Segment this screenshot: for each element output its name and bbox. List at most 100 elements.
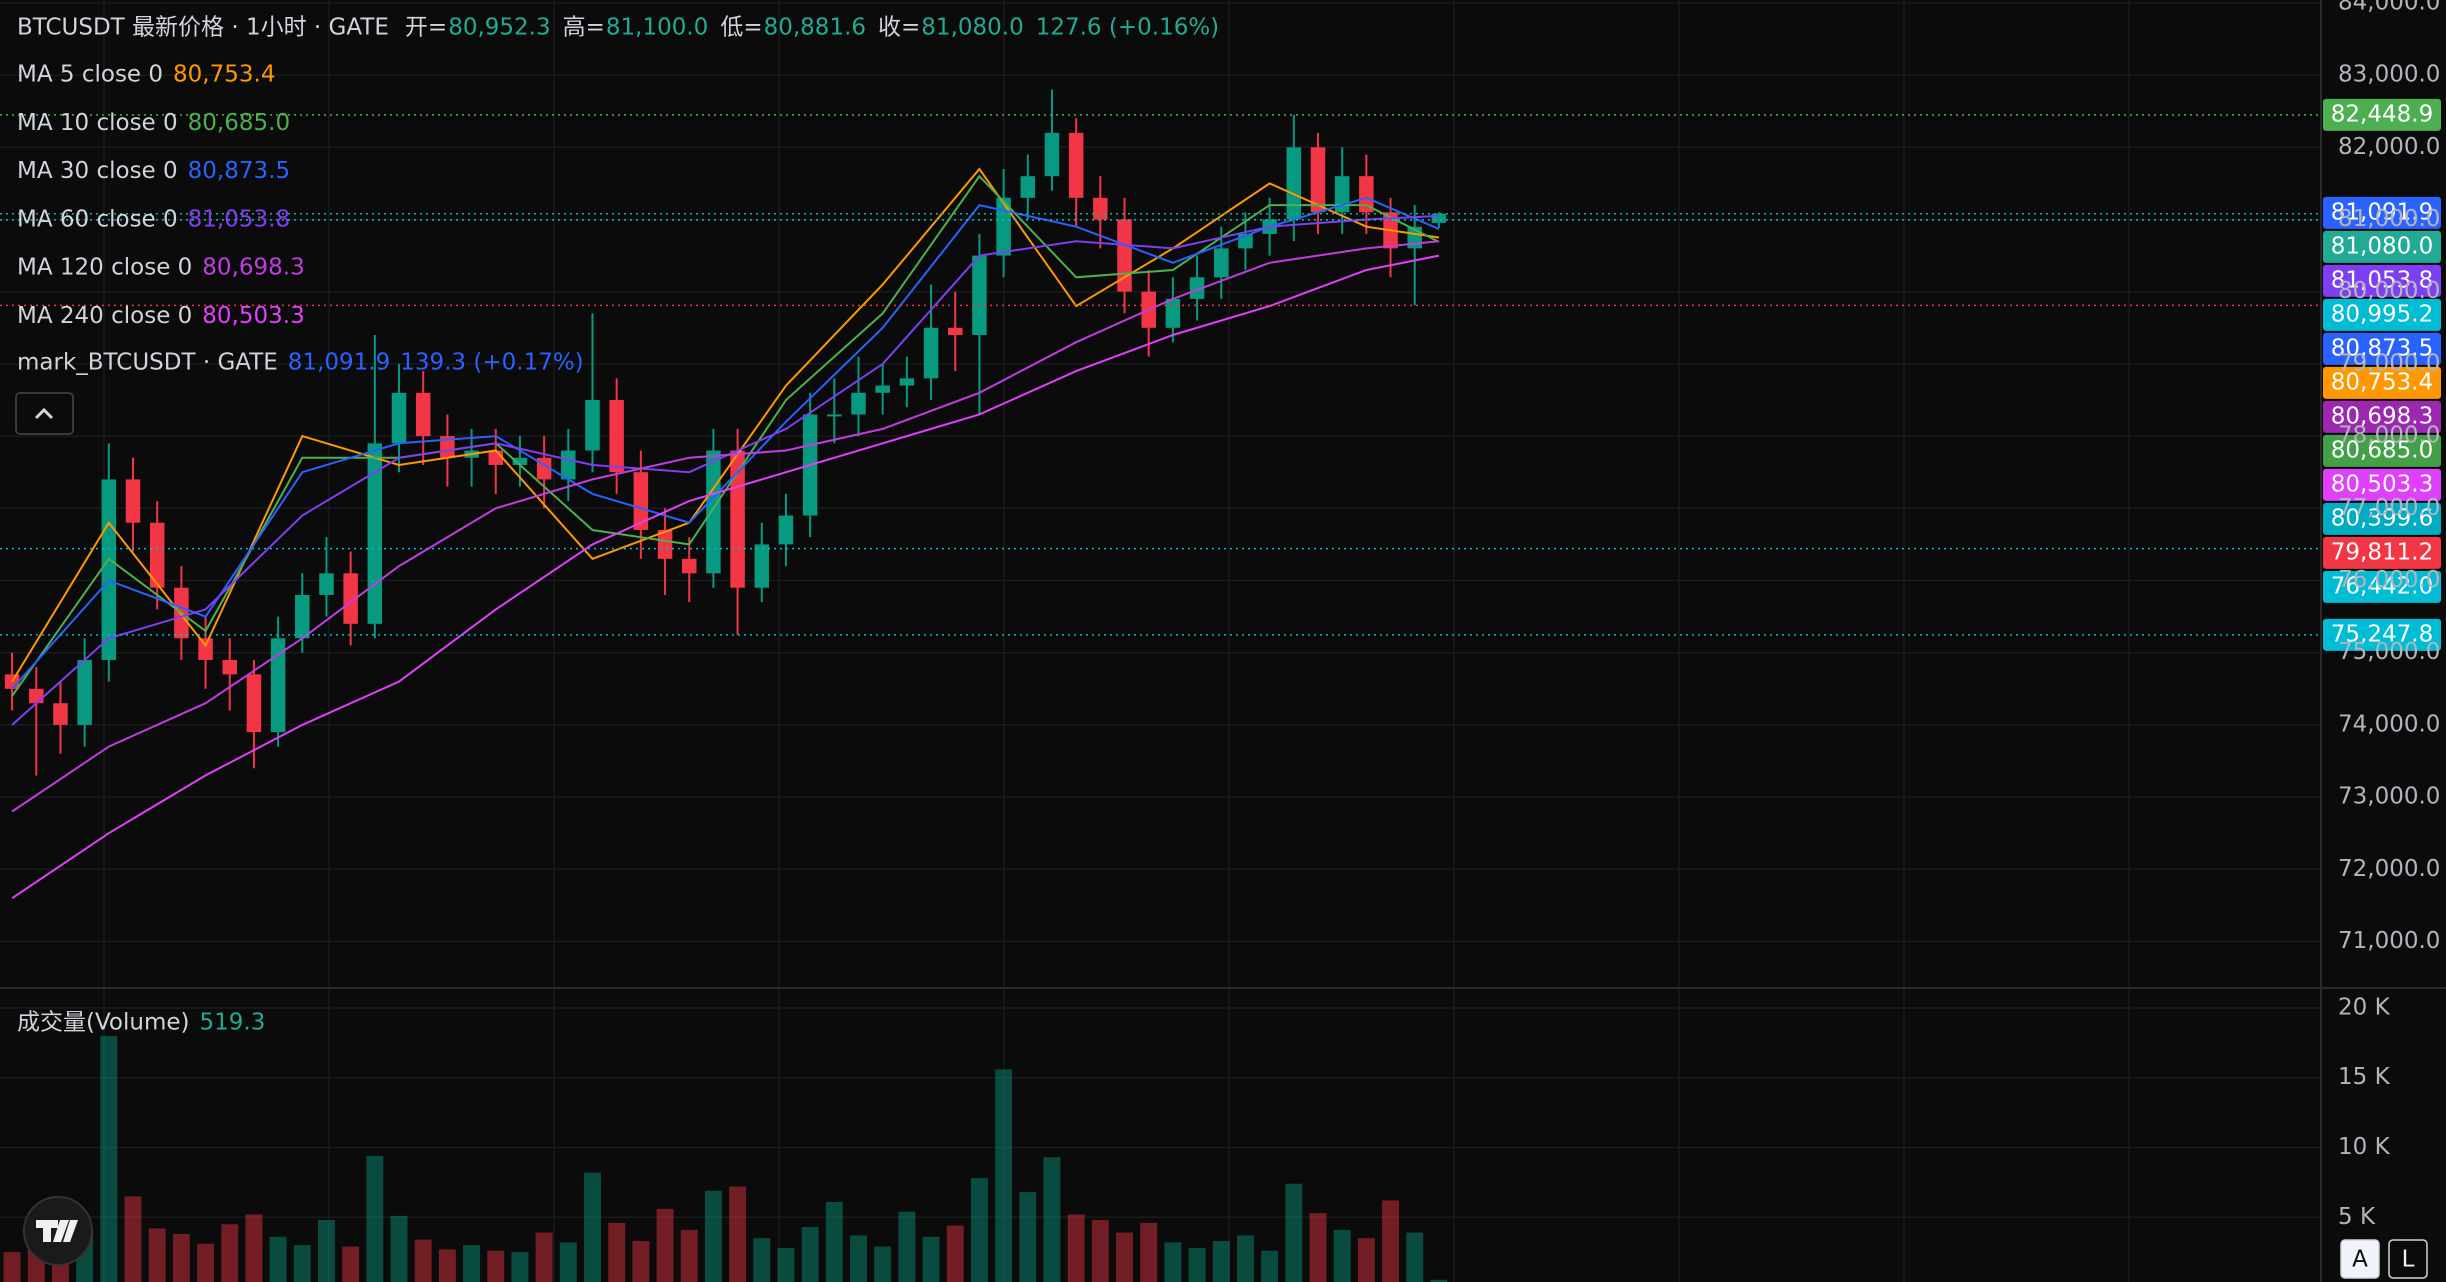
candle-body [706, 450, 721, 574]
volume-bar [1430, 1279, 1448, 1282]
collapse-button[interactable] [15, 392, 74, 435]
candle [1431, 212, 1447, 229]
candle-body [754, 544, 770, 588]
candle-body [246, 674, 262, 733]
volume-bar [753, 1238, 771, 1282]
volume-bar [342, 1246, 360, 1282]
candle-body [1431, 213, 1447, 223]
volume-bar [1188, 1247, 1206, 1282]
volume-value: 519.3 [200, 1010, 266, 1036]
candle-body [923, 327, 939, 379]
scale-button-frame[interactable] [2388, 1239, 2428, 1279]
candle-body [222, 659, 237, 675]
collapse-button-frame[interactable] [15, 392, 74, 435]
candle [270, 616, 286, 747]
volume-bar [172, 1234, 190, 1282]
candle-body [53, 703, 68, 725]
candle-body [149, 522, 165, 588]
candle-body [270, 638, 286, 733]
candle [53, 681, 68, 754]
y-tick-label: 82,000.0 [2338, 134, 2440, 160]
volume-bar [898, 1211, 916, 1282]
candle [1044, 89, 1060, 191]
candle [657, 508, 673, 595]
volume-bar [1091, 1220, 1109, 1282]
candle-body [1068, 132, 1084, 198]
volume-bar [970, 1178, 988, 1282]
volume-bar [414, 1239, 432, 1282]
candle [343, 551, 358, 646]
candle [972, 233, 987, 415]
volume-bar [124, 1196, 142, 1282]
legend: BTCUSDT 最新价格 · 1小时 · GATE 开= 80,952.3 高= 81,… [17, 15, 1219, 1036]
volume-bar [922, 1236, 940, 1282]
ma-value: 81,053.8 [188, 206, 290, 232]
candle-body [561, 450, 576, 480]
candle [1165, 277, 1181, 343]
scale-button-frame[interactable] [2340, 1239, 2380, 1279]
candle-body [29, 688, 44, 704]
volume-name: 成交量(Volume) [17, 1010, 190, 1036]
candle [778, 493, 794, 567]
volume-bar [874, 1246, 892, 1282]
price-tag [2323, 98, 2441, 131]
volume-bar [390, 1215, 408, 1282]
candle-body [319, 573, 334, 595]
volume-bar [1285, 1183, 1303, 1282]
volume-bar [729, 1186, 747, 1282]
ohlc-label: 开= [405, 15, 447, 41]
price-tag-label: 81,053.8 [2331, 267, 2433, 293]
candle-body [101, 479, 117, 660]
volume-bar [632, 1240, 650, 1282]
scale-button[interactable]: L [2388, 1239, 2428, 1279]
volume-bar [584, 1172, 601, 1282]
ohlc-label: 收= [878, 15, 920, 41]
mark-name: mark_BTCUSDT · GATE [17, 350, 278, 376]
volume-bar [366, 1155, 384, 1282]
grid [0, 0, 2321, 1282]
ma-name: MA 60 close 0 [17, 206, 178, 232]
candle [198, 616, 213, 689]
ohlc-value: 80,881.6 [764, 15, 866, 41]
candle-body [899, 378, 915, 386]
candle [319, 537, 334, 617]
price-tag-label: 81,080.0 [2331, 233, 2433, 259]
ma-line [11, 214, 1439, 726]
candle [585, 313, 600, 473]
candle-body [1359, 176, 1374, 213]
volume-bar [1261, 1250, 1279, 1282]
scale-button[interactable]: A [2340, 1239, 2380, 1279]
candle-body [609, 399, 624, 473]
volume-bar [995, 1069, 1013, 1282]
candle-body [1310, 147, 1326, 213]
y-tick-label: 84,000.0 [2338, 0, 2440, 15]
volume-bar [511, 1252, 529, 1282]
volume-bar [1164, 1242, 1182, 1282]
volume-bar [1406, 1232, 1424, 1282]
candle [1189, 255, 1205, 321]
moving-averages [11, 167, 1440, 900]
logo [23, 1196, 93, 1266]
candle [923, 284, 939, 400]
volume-bar [3, 1252, 21, 1282]
candle-body [367, 443, 383, 624]
logo-mark [36, 1220, 78, 1242]
candle-body [827, 414, 842, 417]
candle [101, 443, 117, 682]
price-tag [2323, 502, 2441, 535]
scale-button-label[interactable]: A [2352, 1247, 2368, 1273]
candle-body [1020, 176, 1036, 198]
candle [77, 638, 92, 747]
price-tag-label: 80,873.5 [2331, 335, 2433, 361]
scale-button-label[interactable]: L [2402, 1247, 2415, 1273]
candle [125, 457, 141, 552]
candle-body [851, 392, 866, 415]
collapse-icon [34, 407, 54, 420]
ma-value: 80,873.5 [188, 158, 290, 184]
y-tick-label: 73,000.0 [2338, 784, 2440, 810]
price-tag [2323, 332, 2441, 365]
price-tag [2323, 298, 2441, 331]
